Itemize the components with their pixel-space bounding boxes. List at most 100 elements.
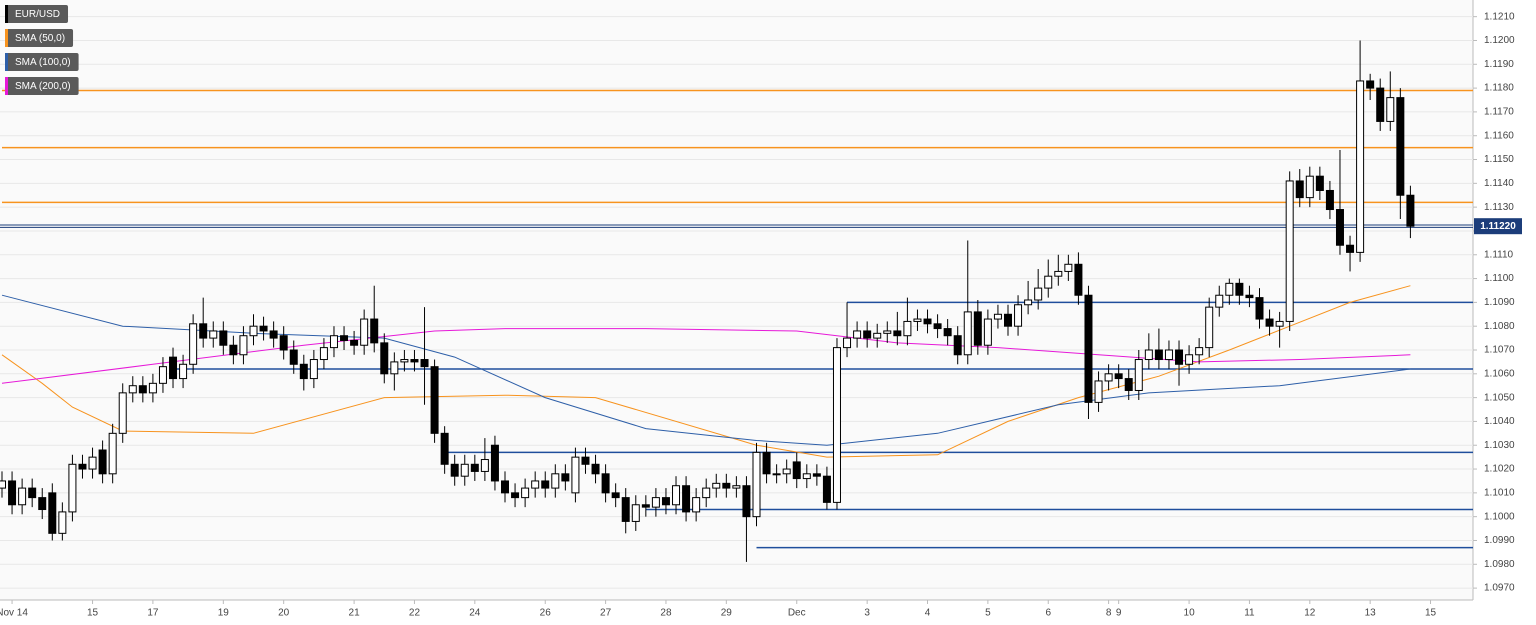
- candle-body: [913, 318, 922, 322]
- candle-body: [601, 473, 610, 494]
- candle-body: [138, 385, 147, 394]
- legend-item: SMA (50,0): [5, 29, 74, 47]
- x-tick-label: 15: [1425, 608, 1437, 619]
- candle-body: [38, 497, 47, 511]
- candle-body: [390, 361, 399, 375]
- candle-body: [128, 385, 137, 394]
- candle-body: [1064, 263, 1073, 272]
- x-tick-label: 20: [278, 608, 290, 619]
- candle-body: [1094, 380, 1103, 403]
- x-tick-label: 5: [985, 608, 991, 619]
- candle-body: [209, 330, 218, 339]
- candle-body: [1205, 306, 1214, 349]
- candle-body: [1084, 294, 1093, 403]
- candle-body: [1215, 294, 1224, 308]
- x-tick-label: Dec: [788, 608, 806, 619]
- candle-body: [621, 497, 630, 522]
- candle-body: [490, 444, 499, 482]
- candle-body: [18, 487, 27, 506]
- candle-body: [470, 463, 479, 472]
- x-tick-label: 4: [925, 608, 931, 619]
- candle-body: [179, 363, 188, 380]
- candle-body: [1154, 349, 1163, 361]
- y-tick-label: 1.1130: [1484, 202, 1514, 213]
- candle-body: [742, 485, 751, 518]
- candle-body: [1104, 373, 1113, 382]
- legend-swatch: [5, 5, 8, 23]
- candle-body: [1245, 294, 1254, 299]
- candle-body: [1114, 373, 1123, 380]
- candle-body: [943, 328, 952, 337]
- candle-body: [169, 356, 178, 380]
- candle-body: [1024, 299, 1033, 306]
- candle-body: [199, 323, 208, 339]
- candle-body: [863, 330, 872, 339]
- x-tick-label: 6: [1045, 608, 1051, 619]
- candle-body: [329, 335, 338, 349]
- x-tick-label: 26: [540, 608, 552, 619]
- x-tick-label: 29: [721, 608, 733, 619]
- candle-body: [1255, 297, 1264, 320]
- x-tick-label: 10: [1184, 608, 1196, 619]
- candle-body: [1175, 349, 1184, 365]
- candle-body: [631, 504, 640, 522]
- y-tick-label: 1.1030: [1484, 440, 1515, 451]
- y-tick-label: 1.1080: [1484, 321, 1515, 332]
- legend-box: [5, 5, 69, 23]
- y-tick-label: 1.1050: [1484, 392, 1515, 403]
- candle-body: [762, 451, 771, 475]
- candle-body: [68, 463, 77, 513]
- x-tick-label: 11: [1244, 608, 1255, 619]
- candle-body: [1034, 287, 1043, 301]
- candle-body: [1044, 275, 1053, 289]
- candle-body: [350, 339, 359, 346]
- x-tick-label: 24: [469, 608, 481, 619]
- candle-body: [1396, 97, 1405, 196]
- legend-label: SMA (50,0): [15, 33, 65, 44]
- candle-body: [953, 335, 962, 356]
- legend-item: SMA (100,0): [5, 53, 79, 71]
- candle-body: [561, 473, 570, 482]
- y-tick-label: 1.1170: [1484, 107, 1514, 118]
- candle-body: [440, 432, 449, 465]
- candle-body: [1295, 180, 1304, 199]
- x-tick-label: 27: [600, 608, 612, 619]
- legend-box: [5, 53, 79, 71]
- candle-body: [692, 497, 701, 513]
- candle-body: [289, 349, 298, 365]
- x-tick-label: 19: [218, 608, 230, 619]
- y-tick-label: 1.1160: [1484, 130, 1514, 141]
- candle-body: [1285, 180, 1294, 322]
- candle-body: [571, 456, 580, 494]
- candle-body: [1144, 349, 1153, 361]
- candle-body: [973, 311, 982, 346]
- candle-body: [229, 344, 238, 356]
- candle-body: [98, 449, 107, 475]
- legend-item: SMA (200,0): [5, 77, 79, 95]
- candle-body: [1014, 304, 1023, 327]
- y-tick-label: 1.0970: [1484, 583, 1515, 594]
- x-tick-label: 17: [147, 608, 159, 619]
- x-tick-label: Nov 14: [0, 608, 28, 619]
- x-tick-label: 12: [1304, 608, 1316, 619]
- candle-body: [299, 363, 308, 380]
- candle-body: [219, 330, 228, 346]
- candle-body: [702, 487, 711, 499]
- candle-body: [158, 366, 167, 384]
- legend-box: [5, 29, 74, 47]
- candle-body: [360, 318, 369, 346]
- y-tick-label: 1.1000: [1484, 511, 1515, 522]
- candle-body: [983, 318, 992, 346]
- candle-body: [551, 473, 560, 489]
- candle-body: [8, 480, 17, 506]
- candle-body: [672, 485, 681, 506]
- sma-line: [1, 285, 1411, 458]
- candle-body: [1195, 347, 1204, 356]
- candle-body: [78, 463, 87, 470]
- candle-body: [269, 330, 278, 339]
- candle-body: [118, 392, 127, 434]
- candle-body: [963, 311, 972, 356]
- candle-body: [581, 456, 590, 465]
- candle-body: [400, 359, 409, 363]
- candle-body: [1134, 359, 1143, 391]
